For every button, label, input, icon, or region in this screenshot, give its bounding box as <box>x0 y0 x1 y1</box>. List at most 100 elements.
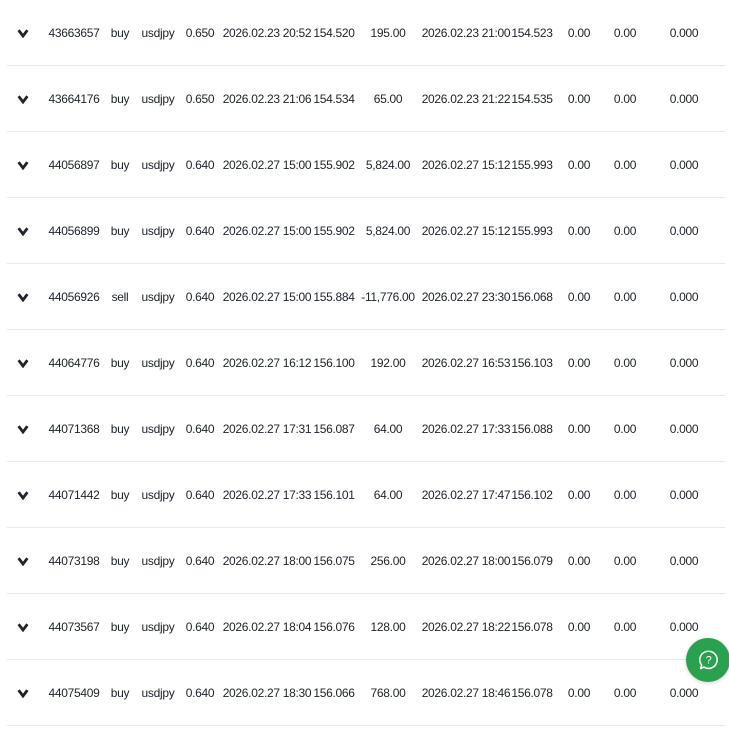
expand-row-button[interactable] <box>13 157 33 174</box>
close-price-cell: 156.079 <box>511 554 553 568</box>
value1-cell: 0.00 <box>567 686 591 700</box>
open-price-cell: 156.076 <box>313 620 355 634</box>
side-cell: buy <box>110 26 130 40</box>
value1-cell: 0.00 <box>567 620 591 634</box>
value3-cell: 0.000 <box>669 554 699 568</box>
value3-cell: 0.000 <box>669 224 699 238</box>
expand-row-button[interactable] <box>13 685 33 702</box>
side-cell: buy <box>110 620 130 634</box>
value1-cell: 0.00 <box>567 554 591 568</box>
chevron-down-icon <box>16 358 29 368</box>
chevron-down-icon <box>16 622 29 632</box>
value1-cell: 0.00 <box>567 290 591 304</box>
expand-row-button[interactable] <box>13 487 33 504</box>
chevron-down-icon <box>16 688 29 698</box>
table-row: 44056926 sell usdjpy 0.640 2026.02.27 15… <box>0 264 729 330</box>
symbol-cell: usdjpy <box>141 554 175 568</box>
table-row: 44071442 buy usdjpy 0.640 2026.02.27 17:… <box>0 462 729 528</box>
symbol-cell: usdjpy <box>141 92 175 106</box>
amount-cell: 5,824.00 <box>365 158 411 172</box>
volume-cell: 0.640 <box>185 620 215 634</box>
side-cell: buy <box>110 224 130 238</box>
close-time-cell: 2026.02.27 18:22 <box>421 620 511 634</box>
table-row: 44071368 buy usdjpy 0.640 2026.02.27 17:… <box>0 396 729 462</box>
expand-row-button[interactable] <box>13 619 33 636</box>
value1-cell: 0.00 <box>567 92 591 106</box>
expand-row-button[interactable] <box>13 289 33 306</box>
open-price-cell: 155.902 <box>313 158 355 172</box>
help-button[interactable]: ? <box>686 638 729 682</box>
expand-row-button[interactable] <box>13 91 33 108</box>
open-time-cell: 2026.02.27 18:00 <box>222 554 312 568</box>
close-time-cell: 2026.02.27 16:53 <box>421 356 511 370</box>
ticket-cell: 44071368 <box>48 422 100 436</box>
chevron-down-icon <box>16 424 29 434</box>
expand-row-button[interactable] <box>13 553 33 570</box>
close-price-cell: 156.068 <box>511 290 553 304</box>
table-row: 44064776 buy usdjpy 0.640 2026.02.27 16:… <box>0 330 729 396</box>
value1-cell: 0.00 <box>567 224 591 238</box>
chevron-down-icon <box>16 226 29 236</box>
ticket-cell: 44056899 <box>48 224 100 238</box>
side-cell: buy <box>110 488 130 502</box>
open-price-cell: 156.100 <box>313 356 355 370</box>
ticket-cell: 43663657 <box>48 26 100 40</box>
close-time-cell: 2026.02.27 17:47 <box>421 488 511 502</box>
help-chat-icon: ? <box>695 647 722 674</box>
ticket-cell: 44064776 <box>48 356 100 370</box>
amount-cell: -11,776.00 <box>361 290 415 304</box>
expand-row-button[interactable] <box>13 223 33 240</box>
table-row: 44075409 buy usdjpy 0.640 2026.02.27 18:… <box>0 660 729 726</box>
close-price-cell: 156.088 <box>511 422 553 436</box>
value1-cell: 0.00 <box>567 158 591 172</box>
open-time-cell: 2026.02.23 20:52 <box>222 26 312 40</box>
ticket-cell: 44073567 <box>48 620 100 634</box>
value3-cell: 0.000 <box>669 92 699 106</box>
value3-cell: 0.000 <box>669 620 699 634</box>
open-price-cell: 155.902 <box>313 224 355 238</box>
side-cell: buy <box>110 158 130 172</box>
close-price-cell: 156.078 <box>511 620 553 634</box>
expand-row-button[interactable] <box>13 355 33 372</box>
close-time-cell: 2026.02.23 21:00 <box>421 26 511 40</box>
value2-cell: 0.00 <box>613 422 637 436</box>
ticket-cell: 44056897 <box>48 158 100 172</box>
symbol-cell: usdjpy <box>141 26 175 40</box>
open-time-cell: 2026.02.27 15:00 <box>222 158 312 172</box>
amount-cell: 5,824.00 <box>365 224 411 238</box>
open-price-cell: 156.066 <box>313 686 355 700</box>
close-time-cell: 2026.02.27 15:12 <box>421 224 511 238</box>
open-price-cell: 156.087 <box>313 422 355 436</box>
close-time-cell: 2026.02.27 15:12 <box>421 158 511 172</box>
close-price-cell: 155.993 <box>511 224 553 238</box>
value2-cell: 0.00 <box>613 92 637 106</box>
close-price-cell: 154.535 <box>511 92 553 106</box>
amount-cell: 64.00 <box>373 422 403 436</box>
symbol-cell: usdjpy <box>141 620 175 634</box>
value2-cell: 0.00 <box>613 158 637 172</box>
volume-cell: 0.650 <box>185 92 215 106</box>
symbol-cell: usdjpy <box>141 686 175 700</box>
value2-cell: 0.00 <box>613 26 637 40</box>
open-price-cell: 154.534 <box>313 92 355 106</box>
open-time-cell: 2026.02.27 18:04 <box>222 620 312 634</box>
table-row: 44056897 buy usdjpy 0.640 2026.02.27 15:… <box>0 132 729 198</box>
side-cell: buy <box>110 686 130 700</box>
ticket-cell: 44075409 <box>48 686 100 700</box>
ticket-cell: 44073198 <box>48 554 100 568</box>
volume-cell: 0.640 <box>185 554 215 568</box>
open-time-cell: 2026.02.27 15:00 <box>222 224 312 238</box>
expand-row-button[interactable] <box>13 421 33 438</box>
amount-cell: 768.00 <box>370 686 406 700</box>
volume-cell: 0.640 <box>185 290 215 304</box>
value1-cell: 0.00 <box>567 422 591 436</box>
close-price-cell: 155.993 <box>511 158 553 172</box>
open-price-cell: 156.101 <box>313 488 355 502</box>
amount-cell: 192.00 <box>370 356 406 370</box>
close-price-cell: 156.078 <box>511 686 553 700</box>
open-time-cell: 2026.02.27 18:30 <box>222 686 312 700</box>
expand-row-button[interactable] <box>13 25 33 42</box>
symbol-cell: usdjpy <box>141 224 175 238</box>
volume-cell: 0.640 <box>185 158 215 172</box>
